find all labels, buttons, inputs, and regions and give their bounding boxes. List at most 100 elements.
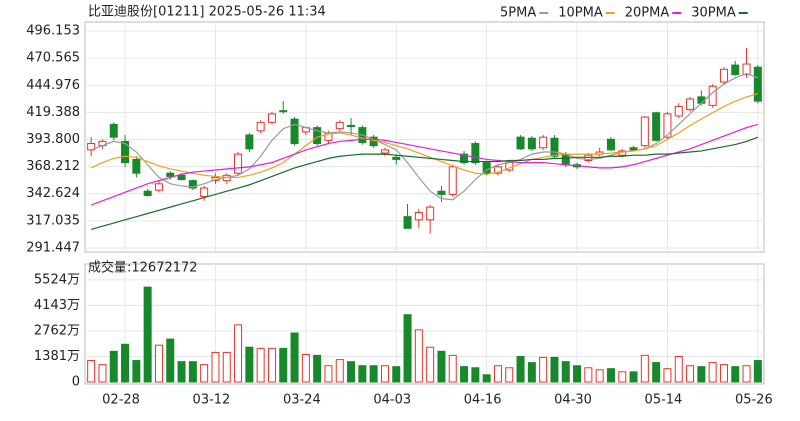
candle-body	[380, 149, 389, 154]
candle-body	[426, 206, 435, 221]
volume-bar	[505, 367, 514, 383]
volume-bar	[550, 356, 559, 383]
candle-body	[460, 153, 469, 164]
ma-line	[90, 123, 759, 206]
volume-bar	[392, 366, 401, 383]
candle-body	[731, 64, 740, 76]
candle-body	[256, 121, 265, 132]
candle-body	[516, 136, 525, 150]
ma-line	[90, 136, 759, 230]
y-tick-label: 0	[72, 375, 80, 390]
volume-bar	[584, 367, 593, 383]
candle-body	[335, 121, 344, 130]
volume-bar	[403, 314, 412, 383]
candle-body	[177, 174, 186, 181]
volume-bar	[414, 329, 423, 383]
candle-body	[109, 123, 118, 138]
volume-title: 成交量:12672172	[88, 260, 198, 276]
y-tick-label: 317.035	[26, 213, 80, 228]
candle-body	[652, 112, 661, 141]
volume-bar	[143, 286, 152, 383]
candle-body	[448, 166, 457, 195]
volume-bar	[742, 365, 751, 383]
x-tick-label: 02-28	[102, 393, 140, 408]
volume-bar	[697, 366, 706, 383]
candle-body	[606, 138, 615, 151]
volume-bar	[166, 338, 175, 383]
x-tick-label: 05-14	[645, 393, 683, 408]
volume-bar	[561, 361, 570, 383]
chart-title: 比亚迪股份[01211] 2025-05-26 11:34	[88, 5, 326, 20]
candle-body	[121, 140, 130, 164]
volume-bar	[188, 361, 197, 383]
volume-bar	[460, 366, 469, 383]
candle-body	[640, 116, 649, 147]
candle-body	[166, 172, 175, 177]
candle-body	[290, 118, 299, 145]
volume-bar	[335, 359, 344, 383]
candle-body	[527, 137, 536, 150]
volume-bar	[177, 361, 186, 383]
candle-body	[245, 134, 254, 150]
x-tick-label: 04-03	[373, 393, 411, 408]
y-tick-label: 470.565	[26, 51, 80, 66]
volume-bar	[301, 353, 310, 383]
volume-bar	[426, 346, 435, 383]
volume-bar	[211, 351, 220, 383]
price-frame	[84, 21, 765, 253]
volume-bar	[493, 365, 502, 383]
volume-bar	[573, 365, 582, 383]
candle-body	[154, 183, 163, 191]
volume-bar	[448, 354, 457, 383]
candle-body	[539, 136, 548, 149]
volume-bar	[290, 332, 299, 383]
volume-bar	[686, 365, 695, 383]
candle-body	[347, 125, 356, 128]
y-tick-label: 496.153	[26, 24, 80, 39]
y-tick-label: 5524万	[34, 272, 80, 287]
candle-body	[188, 180, 197, 189]
candle-body	[719, 68, 728, 83]
candle-body	[437, 190, 446, 195]
volume-bar	[516, 355, 525, 383]
volume-bar	[347, 361, 356, 383]
volume-bar	[471, 367, 480, 383]
y-tick-label: 393.800	[26, 132, 80, 147]
legend-label: 10PMA	[558, 6, 603, 21]
volume-bar	[256, 347, 265, 383]
candle-body	[686, 98, 695, 111]
candle-body	[561, 153, 570, 166]
volume-bar	[606, 368, 615, 383]
candle-body	[674, 105, 683, 117]
y-tick-label: 4143万	[34, 298, 80, 313]
volume-bar	[313, 354, 322, 383]
candle-body	[414, 211, 423, 221]
volume-bar	[618, 371, 627, 383]
volume-bar	[222, 351, 231, 383]
legend-label: 30PMA	[691, 6, 736, 21]
volume-bar	[719, 364, 728, 383]
volume-bar	[674, 355, 683, 383]
volume-frame	[84, 263, 765, 385]
x-tick-label: 04-16	[464, 393, 502, 408]
volume-bar	[267, 347, 276, 383]
volume-bar	[539, 356, 548, 383]
candle-body	[403, 216, 412, 229]
candle-body	[708, 85, 717, 106]
volume-bar	[358, 365, 367, 383]
volume-bar	[279, 347, 288, 383]
candle-body	[550, 137, 559, 157]
candle-body	[234, 153, 243, 174]
candle-body	[143, 190, 152, 196]
volume-bar	[731, 366, 740, 383]
candle-body	[493, 166, 502, 174]
candle-body	[753, 66, 762, 102]
volume-bar	[98, 364, 107, 383]
volume-bar	[245, 346, 254, 383]
candle-body	[629, 147, 638, 151]
volume-bar	[380, 365, 389, 383]
candle-body	[267, 113, 276, 123]
volume-bar	[324, 365, 333, 383]
legend: 5PMA 10PMA 20PMA 30PMA	[500, 6, 748, 21]
